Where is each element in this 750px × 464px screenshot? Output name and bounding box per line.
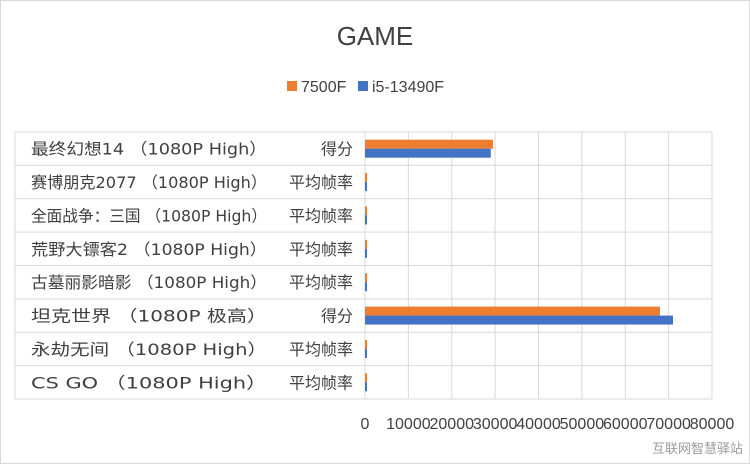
category-label-4: 平均帧率 — [289, 240, 353, 259]
legend-label-2: i5-13490F — [372, 79, 444, 96]
game-label-8: CS GO （1080P High） — [31, 373, 267, 392]
game-label-1: 最终幻想14 （1080P High） — [31, 140, 267, 159]
bar-2-5 — [365, 282, 367, 292]
bar-1-3 — [365, 206, 367, 216]
game-label-5: 古墓丽影暗影 （1080P High） — [31, 273, 267, 292]
watermark: 互联网智慧驿站 — [652, 441, 743, 457]
bar-1-4 — [365, 239, 367, 249]
bar-1-5 — [365, 273, 367, 283]
category-label-7: 平均帧率 — [289, 340, 353, 359]
legend: 7500F i5-13490F — [287, 79, 444, 96]
bar-2-6 — [365, 315, 673, 325]
chart-title: GAME — [337, 21, 414, 51]
bar-1-1 — [365, 139, 493, 149]
bar-1-2 — [365, 173, 367, 183]
x-tick-labels: 0 100002000030000400005000060000700008000… — [361, 416, 735, 433]
game-label-2: 赛博朋克2077 （1080P High） — [31, 173, 267, 192]
category-label-1: 得分 — [321, 140, 353, 159]
bar-1-8 — [365, 373, 367, 383]
bars — [365, 139, 673, 392]
game-label-3: 全面战争：三国 （1080P High） — [31, 206, 267, 225]
category-label-5: 平均帧率 — [289, 273, 353, 292]
x-tick-label-1: 0 — [361, 416, 370, 433]
game-label-4: 荒野大镖客2 （1080P High） — [31, 240, 267, 259]
bar-1-7 — [365, 339, 367, 349]
x-tick-label-6: 50000 — [560, 416, 605, 433]
category-label-2: 平均帧率 — [289, 173, 353, 192]
x-tick-label-7: 60000 — [603, 416, 648, 433]
x-tick-label-4: 30000 — [473, 416, 518, 433]
game-label-7: 永劫无间 （1080P High） — [31, 340, 267, 359]
legend-swatch-1 — [287, 81, 297, 91]
legend-label-1: 7500F — [301, 79, 347, 96]
category-label-8: 平均帧率 — [289, 373, 353, 392]
grid-lines — [14, 131, 713, 400]
bar-1-6 — [365, 306, 660, 316]
bar-2-2 — [365, 182, 367, 192]
bar-2-7 — [365, 348, 367, 358]
x-tick-label-5: 40000 — [516, 416, 561, 433]
bar-2-1 — [365, 148, 491, 158]
game-label-6: 坦克世界 （1080P 极高） — [31, 307, 267, 326]
x-tick-label-8: 70000 — [646, 416, 691, 433]
bar-2-3 — [365, 215, 367, 225]
bar-2-8 — [365, 382, 367, 392]
legend-swatch-2 — [358, 81, 368, 91]
category-label-3: 平均帧率 — [289, 206, 353, 225]
x-tick-label-9: 80000 — [690, 416, 735, 433]
x-tick-label-2: 10000 — [386, 416, 431, 433]
category-label-6: 得分 — [321, 307, 353, 326]
x-tick-label-3: 20000 — [430, 416, 475, 433]
bar-2-4 — [365, 248, 367, 258]
